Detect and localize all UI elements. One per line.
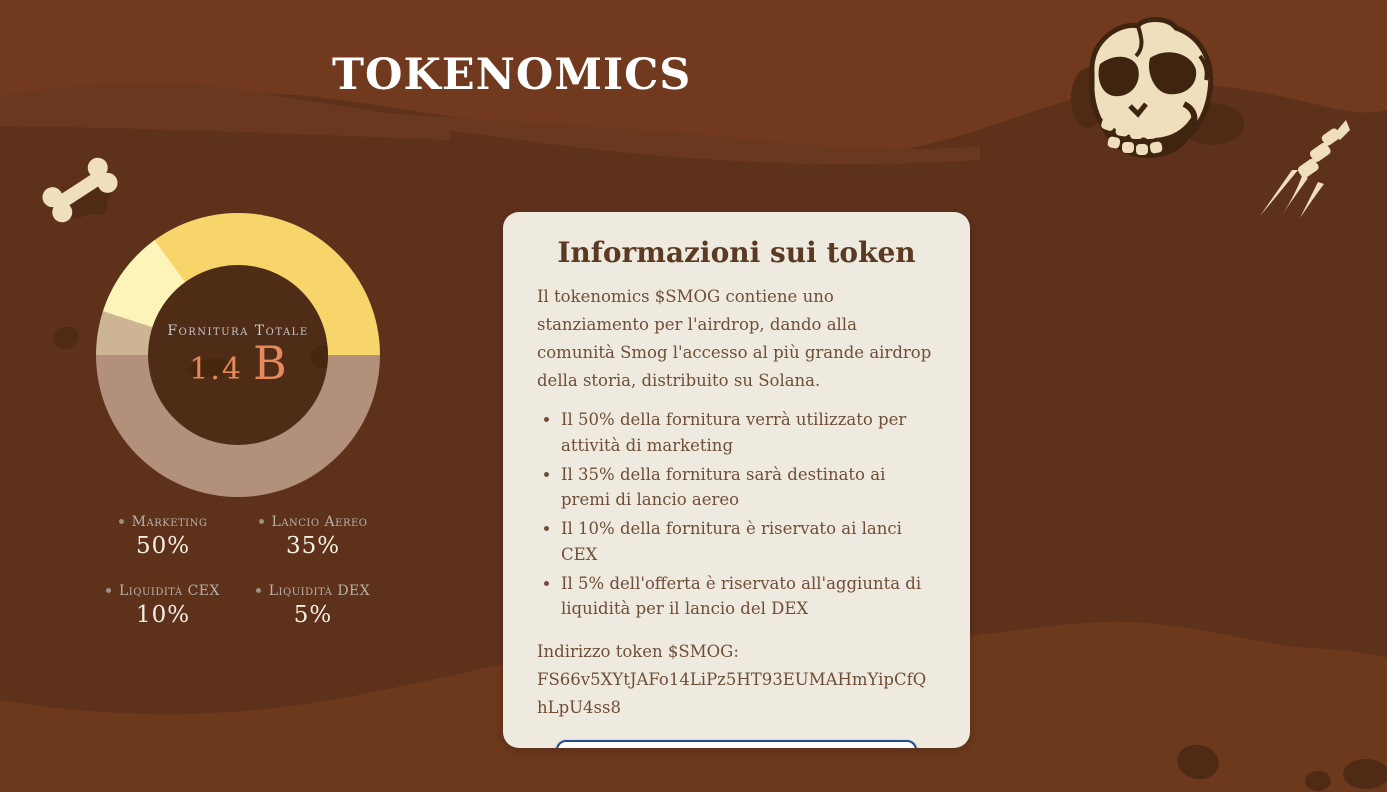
bullet-dot-icon: [106, 588, 111, 593]
supply-number: 1.4: [189, 352, 243, 387]
legend-label: Marketing: [131, 514, 208, 530]
token-info-bullet: Il 50% della fornitura verrà utilizzato …: [561, 407, 936, 458]
legend-value: 35%: [285, 533, 341, 559]
legend-label: Liquidità DEX: [268, 583, 371, 599]
total-supply-value: 1.4 B: [189, 336, 287, 390]
terrain-midtone-left: [0, 82, 450, 140]
card-title: Informazioni sui token: [557, 236, 916, 269]
terrain-top-band: [0, 0, 1387, 155]
dirt-spot: [53, 326, 79, 350]
center-dirt-spots: [188, 346, 328, 378]
card-intro: Il tokenomics $SMOG contiene uno stanzia…: [537, 287, 932, 391]
legend-value: 5%: [293, 602, 333, 628]
skull-icon: [1089, 17, 1214, 158]
dirt-spot: [1343, 759, 1387, 789]
legend-item-liquidita-cex: Liquidità CEX 10%: [88, 583, 238, 628]
token-info-list: Il 50% della fornitura verrà utilizzato …: [537, 407, 936, 622]
skeleton-hand-icon: [1260, 120, 1350, 221]
supply-unit: B: [252, 336, 287, 390]
dirt-spot: [1305, 771, 1331, 791]
token-info-bullet: Il 35% della fornitura sarà destinato ai…: [561, 462, 936, 513]
bone-icon: [42, 157, 118, 223]
donut-chart[interactable]: Fornitura Totale 1.4 B: [96, 213, 380, 497]
page-title: TOKENOMICS: [332, 50, 692, 100]
legend-value: 10%: [135, 602, 191, 628]
donut-center: Fornitura Totale 1.4 B: [148, 265, 328, 445]
bullet-dot-icon: [118, 519, 124, 524]
token-address-block: Indirizzo token $SMOG: FS66v5XYtJAFo14Li…: [537, 638, 936, 722]
legend-label: Lancio Aereo: [271, 514, 368, 530]
legend-item-liquidita-dex: Liquidità DEX 5%: [238, 583, 388, 628]
total-supply-label: Fornitura Totale: [167, 323, 309, 339]
token-address: FS66v5XYtJAFo14LiPz5HT93EUMAHmYipCfQhLpU…: [537, 670, 927, 718]
bullet-dot-icon: [258, 519, 264, 524]
terrain-midtone-center: [340, 110, 980, 165]
legend-label: Liquidità CEX: [119, 583, 220, 599]
token-address-label: Indirizzo token $SMOG:: [537, 642, 739, 662]
chart-legend: Marketing 50% Lancio Aereo 35% Liquidità…: [88, 514, 388, 628]
token-info-bullet: Il 5% dell'offerta è riservato all'aggiu…: [561, 571, 936, 622]
token-info-card: Informazioni sui token Il tokenomics $SM…: [503, 212, 970, 748]
dirt-spot: [1177, 744, 1219, 780]
team-finance-button[interactable]: Token garantiti da Team.Finance: [555, 740, 918, 748]
legend-item-marketing: Marketing 50%: [88, 514, 238, 559]
bullet-dot-icon: [255, 588, 261, 593]
legend-value: 50%: [135, 533, 191, 559]
token-info-bullet: Il 10% della fornitura è riservato ai la…: [561, 516, 936, 567]
legend-item-lancio-aereo: Lancio Aereo 35%: [238, 514, 388, 559]
